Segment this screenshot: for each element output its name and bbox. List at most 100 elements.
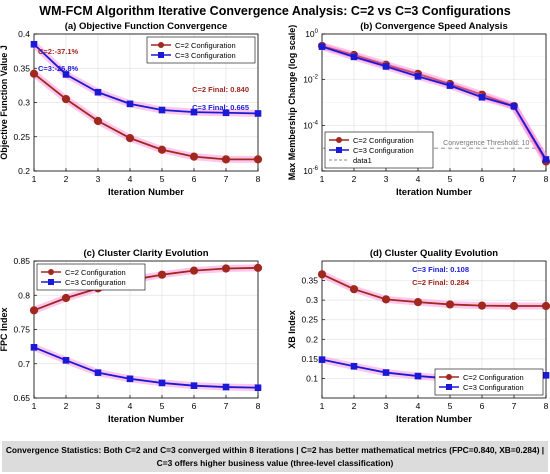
data-point-c3 bbox=[94, 88, 102, 96]
panel-title: (a) Objective Function Convergence bbox=[65, 21, 228, 32]
y-tick-label: 10-2 bbox=[303, 75, 318, 85]
legend-label: C=2 Configuration bbox=[65, 268, 126, 277]
panel-b: (b) Convergence Speed Analysis 10-6 10-4 10… bbox=[287, 21, 550, 198]
y-tick-label: 0.2 bbox=[18, 166, 30, 176]
panel-a: (a) Objective Function Convergence 0.2 0.2… bbox=[0, 21, 263, 198]
x-tick-label: 3 bbox=[96, 401, 101, 411]
plot-frame bbox=[33, 33, 259, 172]
series-line-c3 bbox=[33, 43, 259, 115]
y-tick-label: 0.7 bbox=[18, 359, 30, 369]
x-tick-label: 2 bbox=[352, 401, 357, 411]
legend-marker-c3 bbox=[48, 279, 54, 285]
x-tick-label: 5 bbox=[160, 174, 165, 184]
data-point-c3 bbox=[158, 379, 166, 387]
data-point-c2 bbox=[125, 134, 135, 143]
y-tick-label: 0.3 bbox=[18, 98, 30, 108]
x-tick-label: 3 bbox=[96, 174, 101, 184]
legend-marker-c2 bbox=[336, 137, 342, 143]
x-tick-label: 2 bbox=[64, 401, 69, 411]
x-tick-label: 4 bbox=[128, 174, 133, 184]
threshold-label: Convergence Threshold: 10⁻⁵ bbox=[443, 140, 536, 147]
data-point-c3 bbox=[350, 53, 358, 61]
x-tick-label: 4 bbox=[128, 401, 133, 411]
annotation-c2: C=2:-37.1% bbox=[38, 47, 79, 56]
data-point-c3 bbox=[478, 93, 486, 101]
legend-marker-c3 bbox=[446, 384, 452, 390]
panel-title: (d) Cluster Quality Evolution bbox=[370, 248, 498, 259]
x-tick-label: 7 bbox=[224, 174, 229, 184]
y-axis-label: FPC Index bbox=[0, 307, 9, 351]
annotation-c2: C=2 Final: 0.840 bbox=[192, 85, 249, 94]
data-point-c2 bbox=[317, 270, 327, 279]
x-axis-label: Iteration Number bbox=[108, 414, 184, 425]
x-tick-label: 7 bbox=[224, 401, 229, 411]
data-point-c3 bbox=[382, 369, 390, 376]
footer-line-2: C=3 offers higher business value (three-… bbox=[157, 458, 394, 468]
legend-label: data1 bbox=[353, 156, 372, 165]
data-point-c2 bbox=[221, 155, 231, 164]
x-tick-label: 4 bbox=[416, 401, 421, 411]
data-point-c3 bbox=[414, 372, 422, 380]
data-point-c2 bbox=[61, 293, 71, 303]
legend-marker-c2 bbox=[48, 269, 54, 275]
data-point-c3 bbox=[446, 82, 454, 89]
data-point-c3 bbox=[126, 100, 134, 108]
x-tick-label: 7 bbox=[512, 401, 517, 411]
x-tick-label: 6 bbox=[192, 401, 197, 411]
data-point-c2 bbox=[189, 152, 199, 161]
legend-marker-c3 bbox=[336, 147, 342, 153]
data-point-c2 bbox=[381, 295, 391, 304]
panel-d: (d) Cluster Quality Evolution 0.1 0.15 0.2 0… bbox=[287, 248, 550, 425]
data-point-c3 bbox=[62, 71, 70, 78]
legend-label: C=2 Configuration bbox=[175, 41, 236, 50]
y-tick-label: 10-4 bbox=[303, 120, 318, 130]
x-tick-label: 1 bbox=[320, 401, 325, 411]
legend-label: C=3 Configuration bbox=[463, 383, 524, 392]
plot-frame bbox=[321, 33, 547, 172]
x-tick-label: 2 bbox=[352, 174, 357, 184]
y-tick-label: 0.1 bbox=[306, 373, 318, 383]
y-tick-label: 0.8 bbox=[18, 290, 30, 300]
panel-title: (b) Convergence Speed Analysis bbox=[360, 21, 507, 32]
y-tick-label: 0.3 bbox=[306, 295, 318, 305]
footer-line-1: Convergence Statistics: Both C=2 and C=3… bbox=[6, 445, 544, 455]
legend-marker-c2 bbox=[446, 374, 452, 380]
y-tick-label: 0.15 bbox=[301, 354, 318, 364]
panels: (a) Objective Function Convergence 0.2 0.2… bbox=[0, 21, 550, 425]
panel-c: (c) Cluster Clarity Evolution 0.65 0.7 0.75… bbox=[0, 85, 263, 425]
annotation-c3: C=3 Final: 0.665 bbox=[192, 103, 249, 112]
data-point-c3 bbox=[222, 383, 230, 391]
x-tick-label: 2 bbox=[64, 174, 69, 184]
data-point-c3 bbox=[30, 40, 38, 48]
figure-title: WM-FCM Algorithm Iterative Convergence A… bbox=[39, 4, 510, 18]
data-point-c2 bbox=[253, 155, 263, 164]
y-axis-label: Objective Function Value J bbox=[0, 45, 9, 160]
plot-frame bbox=[33, 260, 259, 399]
x-tick-label: 4 bbox=[416, 174, 421, 184]
data-point-c2 bbox=[29, 69, 39, 78]
data-point-c3 bbox=[318, 43, 326, 50]
legend-label: C=2 Configuration bbox=[463, 373, 524, 382]
x-tick-label: 8 bbox=[544, 174, 549, 184]
series-line-c3 bbox=[33, 346, 259, 389]
data-point-c2 bbox=[253, 263, 263, 272]
data-point-c2 bbox=[93, 116, 103, 126]
data-point-c3 bbox=[542, 371, 550, 379]
series-line-c3 bbox=[321, 45, 547, 160]
data-point-c2 bbox=[445, 300, 455, 309]
data-point-c3 bbox=[30, 344, 38, 351]
y-tick-label: 10-6 bbox=[303, 166, 318, 176]
data-point-c3 bbox=[414, 73, 422, 80]
data-point-c2 bbox=[29, 306, 39, 315]
legend-marker-c3 bbox=[158, 52, 164, 58]
legend-box bbox=[146, 36, 256, 64]
data-point-c2 bbox=[413, 298, 423, 307]
data-point-c3 bbox=[126, 375, 134, 383]
y-tick-label: 0.35 bbox=[301, 276, 318, 286]
footer-box bbox=[2, 441, 548, 472]
data-point-c3 bbox=[254, 384, 262, 392]
x-tick-label: 1 bbox=[32, 174, 37, 184]
x-tick-label: 8 bbox=[544, 401, 549, 411]
